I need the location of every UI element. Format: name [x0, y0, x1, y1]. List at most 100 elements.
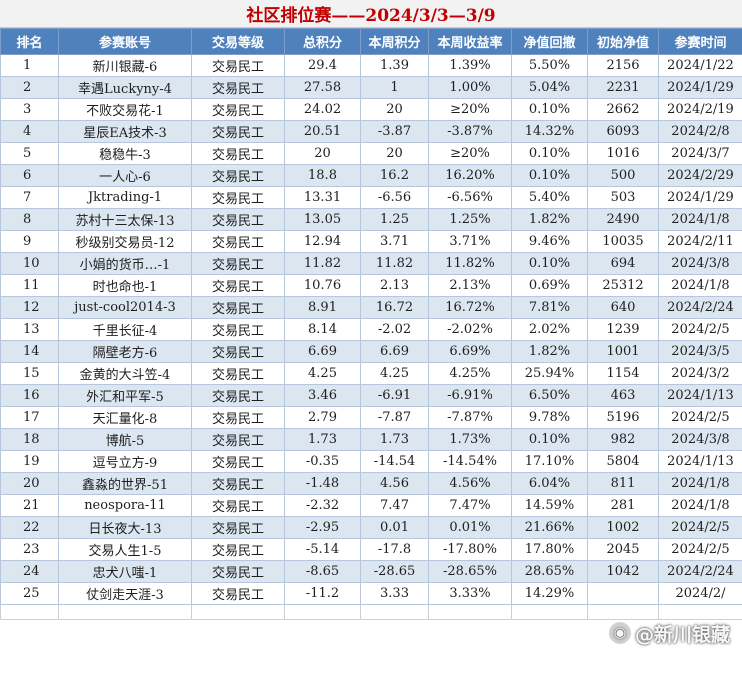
table-row[interactable]: 18 博航-5 交易民工 1.73 1.73 1.73% 0.10% 982 2024/3/8	[0, 428, 742, 451]
level-cell[interactable]: 交易民工	[191, 296, 285, 319]
table-row[interactable]: 20 鑫淼的世界-51 交易民工 -1.48 4.56 4.56% 6.04% 811 2024…	[0, 472, 742, 495]
account-cell[interactable]: 天汇量化-8	[58, 406, 192, 429]
week-return-cell[interactable]: -28.65%	[428, 560, 512, 583]
join-date-cell[interactable]: 2024/1/8	[658, 494, 742, 517]
join-date-cell[interactable]: 2024/3/2	[658, 362, 742, 385]
total-score-cell[interactable]: -11.2	[284, 582, 361, 605]
week-score-cell[interactable]: -6.56	[360, 186, 429, 209]
account-cell[interactable]: 幸遇Luckyny-4	[58, 76, 192, 99]
level-cell[interactable]: 交易民工	[191, 318, 285, 341]
week-return-cell[interactable]: -7.87%	[428, 406, 512, 429]
account-cell[interactable]: 一人心-6	[58, 164, 192, 187]
week-score-cell[interactable]: -2.02	[360, 318, 429, 341]
table-row[interactable]: 8 苏村十三太保-13 交易民工 13.05 1.25 1.25% 1.82% 2490 202…	[0, 208, 742, 231]
account-cell[interactable]: 新川银藏-6	[58, 54, 192, 77]
level-cell[interactable]: 交易民工	[191, 362, 285, 385]
week-score-cell[interactable]: 0.01	[360, 516, 429, 539]
table-row[interactable]: 14 隔壁老方-6 交易民工 6.69 6.69 6.69% 1.82% 1001 2024/3…	[0, 340, 742, 363]
level-cell[interactable]: 交易民工	[191, 186, 285, 209]
week-score-cell[interactable]: 2.13	[360, 274, 429, 297]
rank-cell[interactable]: 6	[0, 164, 59, 187]
column-header[interactable]: 初始净值	[587, 28, 659, 55]
week-return-cell[interactable]: 16.72%	[428, 296, 512, 319]
initial-nav-cell[interactable]: 463	[587, 384, 659, 407]
join-date-cell[interactable]: 2024/3/8	[658, 428, 742, 451]
rank-cell[interactable]: 20	[0, 472, 59, 495]
total-score-cell[interactable]: -2.95	[284, 516, 361, 539]
total-score-cell[interactable]: -0.35	[284, 450, 361, 473]
week-return-cell[interactable]: 2.13%	[428, 274, 512, 297]
account-cell[interactable]: 逗号立方-9	[58, 450, 192, 473]
drawdown-cell[interactable]: 5.04%	[511, 76, 588, 99]
column-header[interactable]: 本周积分	[360, 28, 429, 55]
account-cell[interactable]: 不败交易花-1	[58, 98, 192, 121]
drawdown-cell[interactable]: 17.80%	[511, 538, 588, 561]
level-cell[interactable]: 交易民工	[191, 516, 285, 539]
level-cell[interactable]: 交易民工	[191, 252, 285, 275]
initial-nav-cell[interactable]: 503	[587, 186, 659, 209]
rank-cell[interactable]: 11	[0, 274, 59, 297]
week-return-cell[interactable]: -6.56%	[428, 186, 512, 209]
join-date-cell[interactable]: 2024/2/5	[658, 406, 742, 429]
rank-cell[interactable]: 12	[0, 296, 59, 319]
table-row[interactable]: 21 neospora-11 交易民工 -2.32 7.47 7.47% 14.59% 281…	[0, 494, 742, 517]
week-score-cell[interactable]: -17.8	[360, 538, 429, 561]
drawdown-cell[interactable]: 0.69%	[511, 274, 588, 297]
empty-cell[interactable]	[658, 604, 742, 620]
rank-cell[interactable]: 2	[0, 76, 59, 99]
drawdown-cell[interactable]: 0.10%	[511, 98, 588, 121]
initial-nav-cell[interactable]: 281	[587, 494, 659, 517]
level-cell[interactable]: 交易民工	[191, 450, 285, 473]
week-score-cell[interactable]: -3.87	[360, 120, 429, 143]
join-date-cell[interactable]: 2024/1/8	[658, 472, 742, 495]
drawdown-cell[interactable]: 21.66%	[511, 516, 588, 539]
initial-nav-cell[interactable]: 2662	[587, 98, 659, 121]
account-cell[interactable]: neospora-11	[58, 494, 192, 517]
week-return-cell[interactable]: 1.00%	[428, 76, 512, 99]
drawdown-cell[interactable]: 6.50%	[511, 384, 588, 407]
drawdown-cell[interactable]: 0.10%	[511, 142, 588, 165]
account-cell[interactable]: 秒级别交易员-12	[58, 230, 192, 253]
week-return-cell[interactable]: 1.39%	[428, 54, 512, 77]
rank-cell[interactable]: 5	[0, 142, 59, 165]
total-score-cell[interactable]: 13.05	[284, 208, 361, 231]
account-cell[interactable]: just-cool2014-3	[58, 296, 192, 319]
account-cell[interactable]: Jktrading-1	[58, 186, 192, 209]
initial-nav-cell[interactable]: 500	[587, 164, 659, 187]
rank-cell[interactable]: 16	[0, 384, 59, 407]
level-cell[interactable]: 交易民工	[191, 54, 285, 77]
rank-cell[interactable]: 1	[0, 54, 59, 77]
week-return-cell[interactable]: -14.54%	[428, 450, 512, 473]
week-return-cell[interactable]: 4.56%	[428, 472, 512, 495]
level-cell[interactable]: 交易民工	[191, 384, 285, 407]
join-date-cell[interactable]: 2024/2/24	[658, 560, 742, 583]
week-score-cell[interactable]: 20	[360, 98, 429, 121]
week-return-cell[interactable]: 1.25%	[428, 208, 512, 231]
join-date-cell[interactable]: 2024/1/29	[658, 76, 742, 99]
total-score-cell[interactable]: 24.02	[284, 98, 361, 121]
level-cell[interactable]: 交易民工	[191, 142, 285, 165]
account-cell[interactable]: 小娟的货币…-1	[58, 252, 192, 275]
drawdown-cell[interactable]: 25.94%	[511, 362, 588, 385]
join-date-cell[interactable]: 2024/1/8	[658, 208, 742, 231]
column-header[interactable]: 交易等级	[191, 28, 285, 55]
total-score-cell[interactable]: 18.8	[284, 164, 361, 187]
week-score-cell[interactable]: 3.33	[360, 582, 429, 605]
level-cell[interactable]: 交易民工	[191, 164, 285, 187]
join-date-cell[interactable]: 2024/3/8	[658, 252, 742, 275]
table-row[interactable]: 12 just-cool2014-3 交易民工 8.91 16.72 16.72% 7.81…	[0, 296, 742, 319]
level-cell[interactable]: 交易民工	[191, 98, 285, 121]
initial-nav-cell[interactable]: 982	[587, 428, 659, 451]
week-score-cell[interactable]: 3.71	[360, 230, 429, 253]
total-score-cell[interactable]: -2.32	[284, 494, 361, 517]
level-cell[interactable]: 交易民工	[191, 208, 285, 231]
total-score-cell[interactable]: 20.51	[284, 120, 361, 143]
week-score-cell[interactable]: 1.39	[360, 54, 429, 77]
initial-nav-cell[interactable]: 1002	[587, 516, 659, 539]
total-score-cell[interactable]: 20	[284, 142, 361, 165]
account-cell[interactable]: 时也命也-1	[58, 274, 192, 297]
week-score-cell[interactable]: 20	[360, 142, 429, 165]
level-cell[interactable]: 交易民工	[191, 230, 285, 253]
join-date-cell[interactable]: 2024/1/13	[658, 450, 742, 473]
initial-nav-cell[interactable]: 1154	[587, 362, 659, 385]
